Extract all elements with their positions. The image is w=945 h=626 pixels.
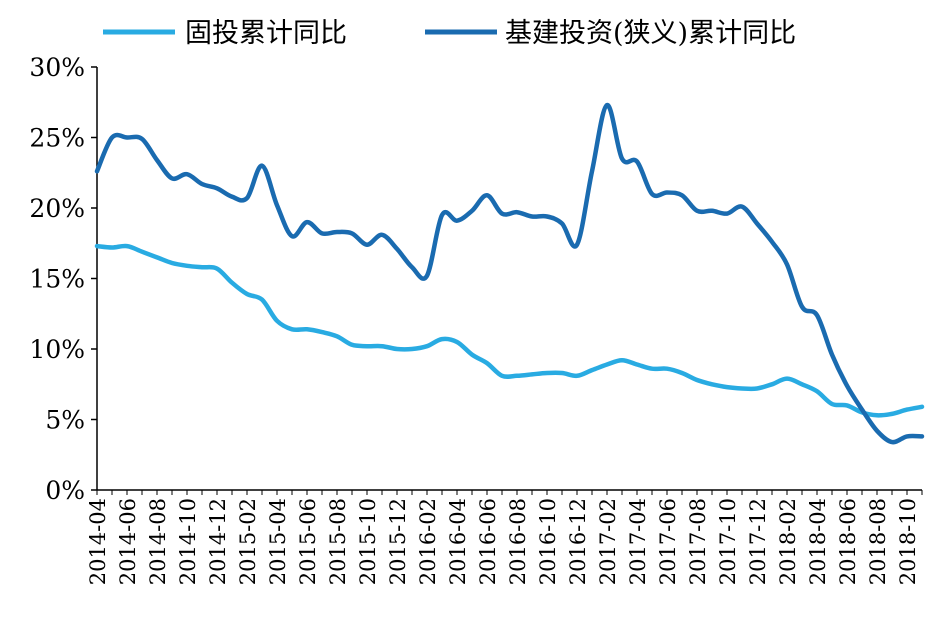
x-tick-label: 2018-06 bbox=[836, 498, 860, 585]
x-tick-label: 2017-08 bbox=[686, 498, 710, 585]
series-line-infrastructure bbox=[94, 102, 925, 445]
x-tick-label: 2014-08 bbox=[146, 498, 170, 585]
x-tick-label: 2018-02 bbox=[776, 498, 800, 585]
axes: 0% 5% 10% 15% 20% 25% 30% 2014-04 2014-06 2014-08… bbox=[29, 53, 923, 585]
x-tick-label: 2016-06 bbox=[476, 498, 500, 585]
x-tick-label: 2017-04 bbox=[626, 498, 650, 585]
legend-label: 固投累计同比 bbox=[185, 18, 347, 49]
x-tick-label: 2015-02 bbox=[236, 498, 260, 585]
x-tick-label: 2016-04 bbox=[446, 498, 470, 585]
x-tick-label: 2018-04 bbox=[806, 498, 830, 585]
x-tick-label: 2014-04 bbox=[86, 498, 110, 585]
x-tick-label: 2017-06 bbox=[656, 498, 680, 585]
y-tick-label: 20% bbox=[29, 194, 85, 223]
x-tick-label: 2014-12 bbox=[206, 498, 230, 585]
x-tick-label: 2015-06 bbox=[296, 498, 320, 585]
x-tick-label: 2016-10 bbox=[536, 498, 560, 585]
x-tick-label: 2014-10 bbox=[176, 498, 200, 585]
x-tick-label: 2018-10 bbox=[896, 498, 920, 585]
series-layer bbox=[94, 102, 925, 445]
y-tick-label: 30% bbox=[29, 53, 85, 82]
y-tick-label: 15% bbox=[29, 265, 85, 294]
x-tick-label: 2018-08 bbox=[866, 498, 890, 585]
x-tick-label: 2016-02 bbox=[416, 498, 440, 585]
legend-label: 基建投资(狭义)累计同比 bbox=[505, 18, 796, 49]
y-tick-label: 25% bbox=[29, 124, 85, 153]
y-tick-label: 0% bbox=[45, 476, 85, 505]
x-tick-label: 2014-06 bbox=[116, 498, 140, 585]
x-tick-label: 2015-10 bbox=[356, 498, 380, 585]
x-tick-label: 2016-12 bbox=[566, 498, 590, 585]
y-tick-label: 10% bbox=[29, 335, 85, 364]
x-tick-label: 2016-08 bbox=[506, 498, 530, 585]
x-tick-label: 2017-10 bbox=[716, 498, 740, 585]
series-line-fixed-investment bbox=[94, 243, 925, 418]
legend: 固投累计同比 基建投资(狭义)累计同比 bbox=[103, 18, 796, 49]
x-tick-label: 2017-02 bbox=[596, 498, 620, 585]
x-tick-label: 2015-08 bbox=[326, 498, 350, 585]
x-tick-label: 2015-04 bbox=[266, 498, 290, 585]
y-tick-label: 5% bbox=[45, 406, 85, 435]
x-tick-label: 2015-12 bbox=[386, 498, 410, 585]
x-tick-label: 2017-12 bbox=[746, 498, 770, 585]
